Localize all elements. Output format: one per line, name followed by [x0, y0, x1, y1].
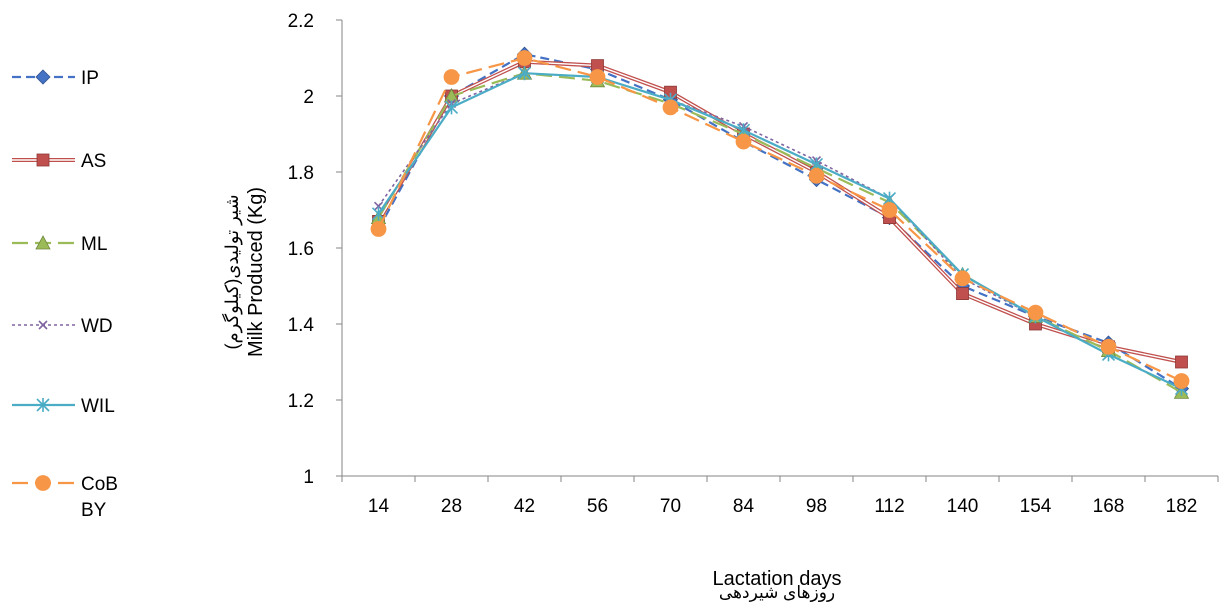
series-cob-by	[370, 50, 1190, 389]
series-line	[377, 72, 1182, 390]
data-point	[444, 100, 459, 115]
data-point	[735, 133, 752, 150]
axes: 1 1.2 1.4 1.6 1.8 2 2.2 14 28 42 56 70 84 98 112 140 154…	[288, 11, 1219, 517]
legend-label: CoB BY	[81, 474, 118, 521]
x-tick-label: 140	[947, 496, 979, 517]
series-wil	[371, 66, 1189, 396]
y-tick-label: 2.2	[288, 11, 314, 32]
legend-label: ML	[81, 234, 107, 255]
y-tick-label: 1.6	[288, 239, 314, 260]
series-line	[377, 53, 1183, 390]
data-point	[36, 398, 50, 412]
y-tick-label: 1.2	[288, 391, 314, 412]
x-tick-label: 98	[806, 496, 827, 517]
series-line-inner	[377, 61, 1182, 363]
x-tick-label: 112	[874, 496, 904, 517]
x-tick-label: 84	[733, 496, 755, 517]
data-point	[662, 99, 679, 116]
data-point	[35, 235, 51, 250]
data-point	[35, 69, 51, 85]
legend-item: IP	[12, 68, 99, 89]
data-point	[370, 221, 387, 237]
y-axis-label: Milk Produced (Kg)	[245, 187, 267, 357]
legend-item: ML	[12, 234, 107, 255]
data-point	[1173, 373, 1190, 389]
data-point	[371, 206, 386, 221]
legend-item: CoB BY	[12, 474, 118, 521]
x-tick-label: 28	[441, 496, 462, 517]
legend-item: WD	[12, 316, 113, 337]
series-line	[377, 72, 1183, 394]
y-tick-label: 1	[303, 467, 314, 488]
data-point	[443, 69, 460, 85]
series-wd	[373, 68, 1187, 394]
series-lines	[370, 46, 1190, 399]
y-tick-label: 1.4	[288, 315, 315, 336]
x-tick-label: 56	[587, 496, 608, 517]
data-point	[516, 50, 533, 66]
x-tick-label: 154	[1020, 496, 1052, 517]
x-axis-label: Lactation days	[713, 568, 842, 590]
x-tick-label: 168	[1093, 496, 1125, 517]
x-axis-label-fa: روزهای شیردهی	[719, 583, 835, 602]
data-point	[881, 202, 898, 218]
x-tick-label: 182	[1166, 496, 1198, 517]
data-point	[35, 475, 51, 491]
legend-item: AS	[12, 151, 106, 172]
data-point	[1175, 355, 1188, 369]
x-tick-label: 14	[368, 496, 390, 517]
series-ip	[370, 46, 1190, 397]
series-line-outer	[376, 59, 1182, 364]
y-tick-label: 1.8	[288, 163, 314, 184]
data-point	[954, 270, 971, 287]
data-point	[1027, 304, 1044, 321]
data-point	[517, 66, 532, 81]
legend-label: WIL	[81, 396, 115, 417]
series-ml	[370, 65, 1190, 399]
data-point	[1100, 338, 1117, 355]
series-line	[377, 56, 1182, 382]
legend-item: WIL	[12, 396, 115, 417]
data-point	[36, 153, 50, 167]
legend: IP AS ML WD WIL CoB BY	[12, 68, 118, 521]
data-point	[38, 320, 48, 330]
y-axis-label-fa: شیر تولیدی(کیلوگرم)	[221, 194, 243, 349]
x-tick-label: 70	[660, 496, 681, 517]
series-line	[377, 72, 1182, 390]
x-tick-label: 42	[514, 496, 535, 517]
data-point	[589, 69, 606, 85]
y-tick-label: 2	[303, 87, 314, 108]
legend-label: AS	[81, 151, 106, 172]
series-as	[372, 55, 1188, 369]
data-point	[808, 167, 825, 184]
legend-label: IP	[81, 68, 99, 89]
legend-label: WD	[81, 316, 113, 337]
data-point	[956, 287, 969, 301]
